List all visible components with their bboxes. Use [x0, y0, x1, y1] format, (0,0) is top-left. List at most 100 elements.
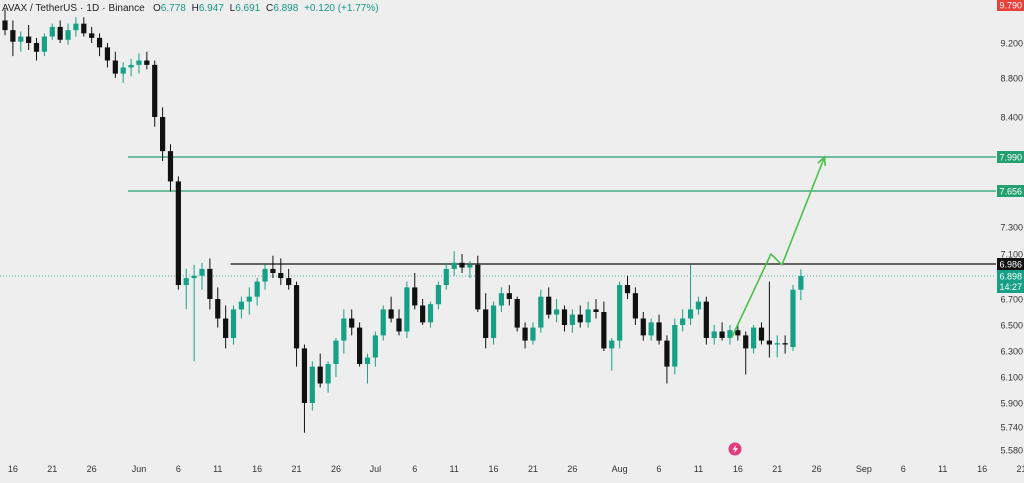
candle-body[interactable] — [309, 366, 315, 403]
lightning-icon[interactable] — [728, 442, 742, 456]
candle-body[interactable] — [483, 309, 489, 338]
candle-body[interactable] — [703, 301, 709, 338]
candle-body[interactable] — [420, 305, 426, 323]
candle-body[interactable] — [238, 301, 244, 310]
candle-body[interactable] — [341, 318, 347, 341]
candle-body[interactable] — [262, 268, 268, 282]
candle-body[interactable] — [467, 264, 473, 268]
candle-body[interactable] — [687, 309, 694, 319]
candle-body[interactable] — [246, 296, 252, 302]
current-price-badge[interactable] — [997, 270, 1024, 293]
candle-body[interactable] — [585, 309, 591, 323]
candle-body[interactable] — [427, 304, 434, 323]
candle-body[interactable] — [152, 64, 158, 117]
candle-body[interactable] — [372, 335, 378, 358]
candle-body[interactable] — [609, 340, 615, 349]
candle-body[interactable] — [664, 340, 670, 367]
candle-body[interactable] — [522, 327, 528, 341]
candle-body[interactable] — [656, 322, 662, 341]
candle-body[interactable] — [561, 309, 568, 325]
candle-body[interactable] — [167, 151, 174, 182]
candle-body[interactable] — [199, 268, 205, 276]
candle-body[interactable] — [695, 301, 702, 310]
candle-body[interactable] — [278, 273, 284, 279]
level-badge-0[interactable] — [997, 151, 1024, 163]
candle-body[interactable] — [412, 287, 418, 306]
candle-body[interactable] — [577, 314, 583, 323]
candle-body[interactable] — [160, 117, 166, 152]
candle-body[interactable] — [26, 36, 32, 43]
candle-body[interactable] — [2, 20, 8, 31]
candle-body[interactable] — [530, 327, 536, 341]
candle-body[interactable] — [73, 23, 79, 31]
candle-body[interactable] — [538, 296, 544, 328]
candle-body[interactable] — [230, 309, 237, 338]
candle-body[interactable] — [120, 67, 126, 74]
candle-body[interactable] — [790, 289, 796, 348]
candle-body[interactable] — [554, 309, 560, 315]
candle-body[interactable] — [459, 262, 465, 268]
candle-body[interactable] — [112, 60, 118, 74]
candle-body[interactable] — [798, 276, 804, 290]
candle-body[interactable] — [782, 343, 788, 345]
candle-body[interactable] — [364, 357, 371, 365]
candle-body[interactable] — [10, 30, 16, 42]
candle-body[interactable] — [380, 309, 386, 336]
candle-body[interactable] — [89, 33, 95, 38]
candle-body[interactable] — [191, 275, 197, 279]
candle-body[interactable] — [672, 325, 678, 367]
candle-body[interactable] — [81, 23, 87, 34]
candle-body[interactable] — [128, 64, 134, 68]
candle-body[interactable] — [546, 296, 552, 315]
candle-body[interactable] — [223, 318, 229, 339]
level-badge-1[interactable] — [997, 185, 1024, 197]
candle-body[interactable] — [41, 36, 47, 52]
candle-body[interactable] — [293, 285, 300, 349]
candle-body[interactable] — [766, 340, 772, 345]
candle-body[interactable] — [648, 322, 654, 336]
candle-body[interactable] — [175, 181, 181, 286]
candle-body[interactable] — [680, 318, 686, 326]
candle-body[interactable] — [435, 285, 441, 305]
candle-body[interactable] — [207, 268, 213, 299]
price-axis[interactable] — [996, 0, 1024, 460]
candle-body[interactable] — [475, 264, 481, 310]
candle-body[interactable] — [349, 318, 355, 328]
candle-body[interactable] — [301, 348, 308, 403]
candle-body[interactable] — [743, 335, 749, 349]
candle-body[interactable] — [396, 318, 402, 332]
candle-body[interactable] — [443, 268, 449, 286]
candle-body[interactable] — [498, 293, 505, 306]
candle-body[interactable] — [325, 364, 331, 384]
candle-body[interactable] — [569, 314, 575, 325]
projection-path[interactable] — [730, 156, 826, 339]
candle-body[interactable] — [758, 327, 765, 341]
candle-body[interactable] — [624, 285, 631, 294]
candle-body[interactable] — [286, 278, 292, 286]
top-price-badge[interactable] — [997, 0, 1024, 11]
candle-body[interactable] — [215, 299, 221, 319]
candle-body[interactable] — [96, 37, 103, 48]
candle-body[interactable] — [317, 366, 323, 384]
candle-body[interactable] — [451, 262, 457, 269]
candle-body[interactable] — [514, 299, 520, 328]
candle-body[interactable] — [774, 343, 780, 345]
candle-body[interactable] — [18, 36, 24, 42]
level-badge-2[interactable] — [997, 258, 1024, 270]
symbol-name[interactable]: AVAX / TetherUS — [2, 3, 78, 14]
candle-body[interactable] — [33, 43, 40, 52]
candle-body[interactable] — [183, 278, 189, 286]
candle-body[interactable] — [632, 293, 638, 319]
candle-body[interactable] — [388, 309, 394, 319]
candle-body[interactable] — [136, 60, 142, 65]
candle-body[interactable] — [357, 327, 363, 364]
candle-body[interactable] — [711, 331, 717, 339]
candle-body[interactable] — [719, 331, 725, 339]
candle-body[interactable] — [65, 30, 71, 40]
candle-body[interactable] — [727, 330, 733, 338]
candle-body[interactable] — [404, 287, 410, 332]
candle-body[interactable] — [640, 318, 646, 336]
candle-body[interactable] — [57, 26, 63, 40]
candle-body[interactable] — [254, 281, 260, 297]
